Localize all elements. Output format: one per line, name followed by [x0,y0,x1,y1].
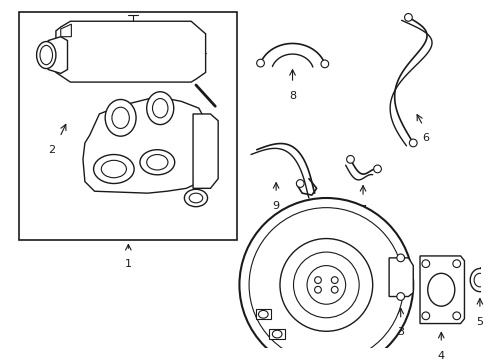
Ellipse shape [37,41,56,68]
Ellipse shape [140,150,175,175]
Polygon shape [61,24,72,37]
Circle shape [249,208,404,360]
Ellipse shape [474,273,486,287]
Polygon shape [270,329,285,339]
Polygon shape [256,310,271,319]
Text: 5: 5 [476,317,484,327]
Polygon shape [48,37,68,73]
Ellipse shape [147,92,174,125]
Ellipse shape [94,154,134,184]
Text: 3: 3 [397,327,404,337]
Bar [19,12,238,239]
Circle shape [374,165,381,173]
Polygon shape [56,21,206,82]
Circle shape [397,254,405,262]
Text: 7: 7 [360,205,367,215]
Text: 2: 2 [49,145,55,155]
Circle shape [405,14,412,21]
Ellipse shape [105,99,136,136]
Ellipse shape [101,160,126,178]
Polygon shape [193,114,218,188]
Circle shape [257,59,265,67]
Ellipse shape [428,273,455,306]
Circle shape [410,139,417,147]
Polygon shape [420,256,465,324]
Text: 1: 1 [125,259,132,269]
Circle shape [294,252,359,318]
Ellipse shape [189,193,203,203]
Circle shape [422,260,430,267]
Circle shape [321,60,329,68]
Circle shape [346,156,354,163]
Ellipse shape [40,45,52,65]
Circle shape [397,293,405,300]
Ellipse shape [152,99,168,118]
Ellipse shape [112,107,129,129]
Circle shape [331,286,338,293]
Ellipse shape [184,189,208,207]
Ellipse shape [147,154,168,170]
Circle shape [240,198,413,360]
Polygon shape [83,96,210,193]
Ellipse shape [272,330,282,338]
Circle shape [315,286,321,293]
Circle shape [315,277,321,283]
Polygon shape [389,258,413,297]
Circle shape [331,277,338,283]
Text: 9: 9 [272,201,280,211]
Circle shape [453,312,461,320]
Ellipse shape [470,269,490,292]
Text: 8: 8 [289,91,296,101]
Circle shape [307,266,345,304]
Ellipse shape [259,310,268,318]
Text: 6: 6 [422,133,429,143]
Polygon shape [318,351,334,360]
Circle shape [422,312,430,320]
Text: 4: 4 [438,351,445,360]
Circle shape [296,180,304,187]
Circle shape [280,239,373,331]
Circle shape [453,260,461,267]
